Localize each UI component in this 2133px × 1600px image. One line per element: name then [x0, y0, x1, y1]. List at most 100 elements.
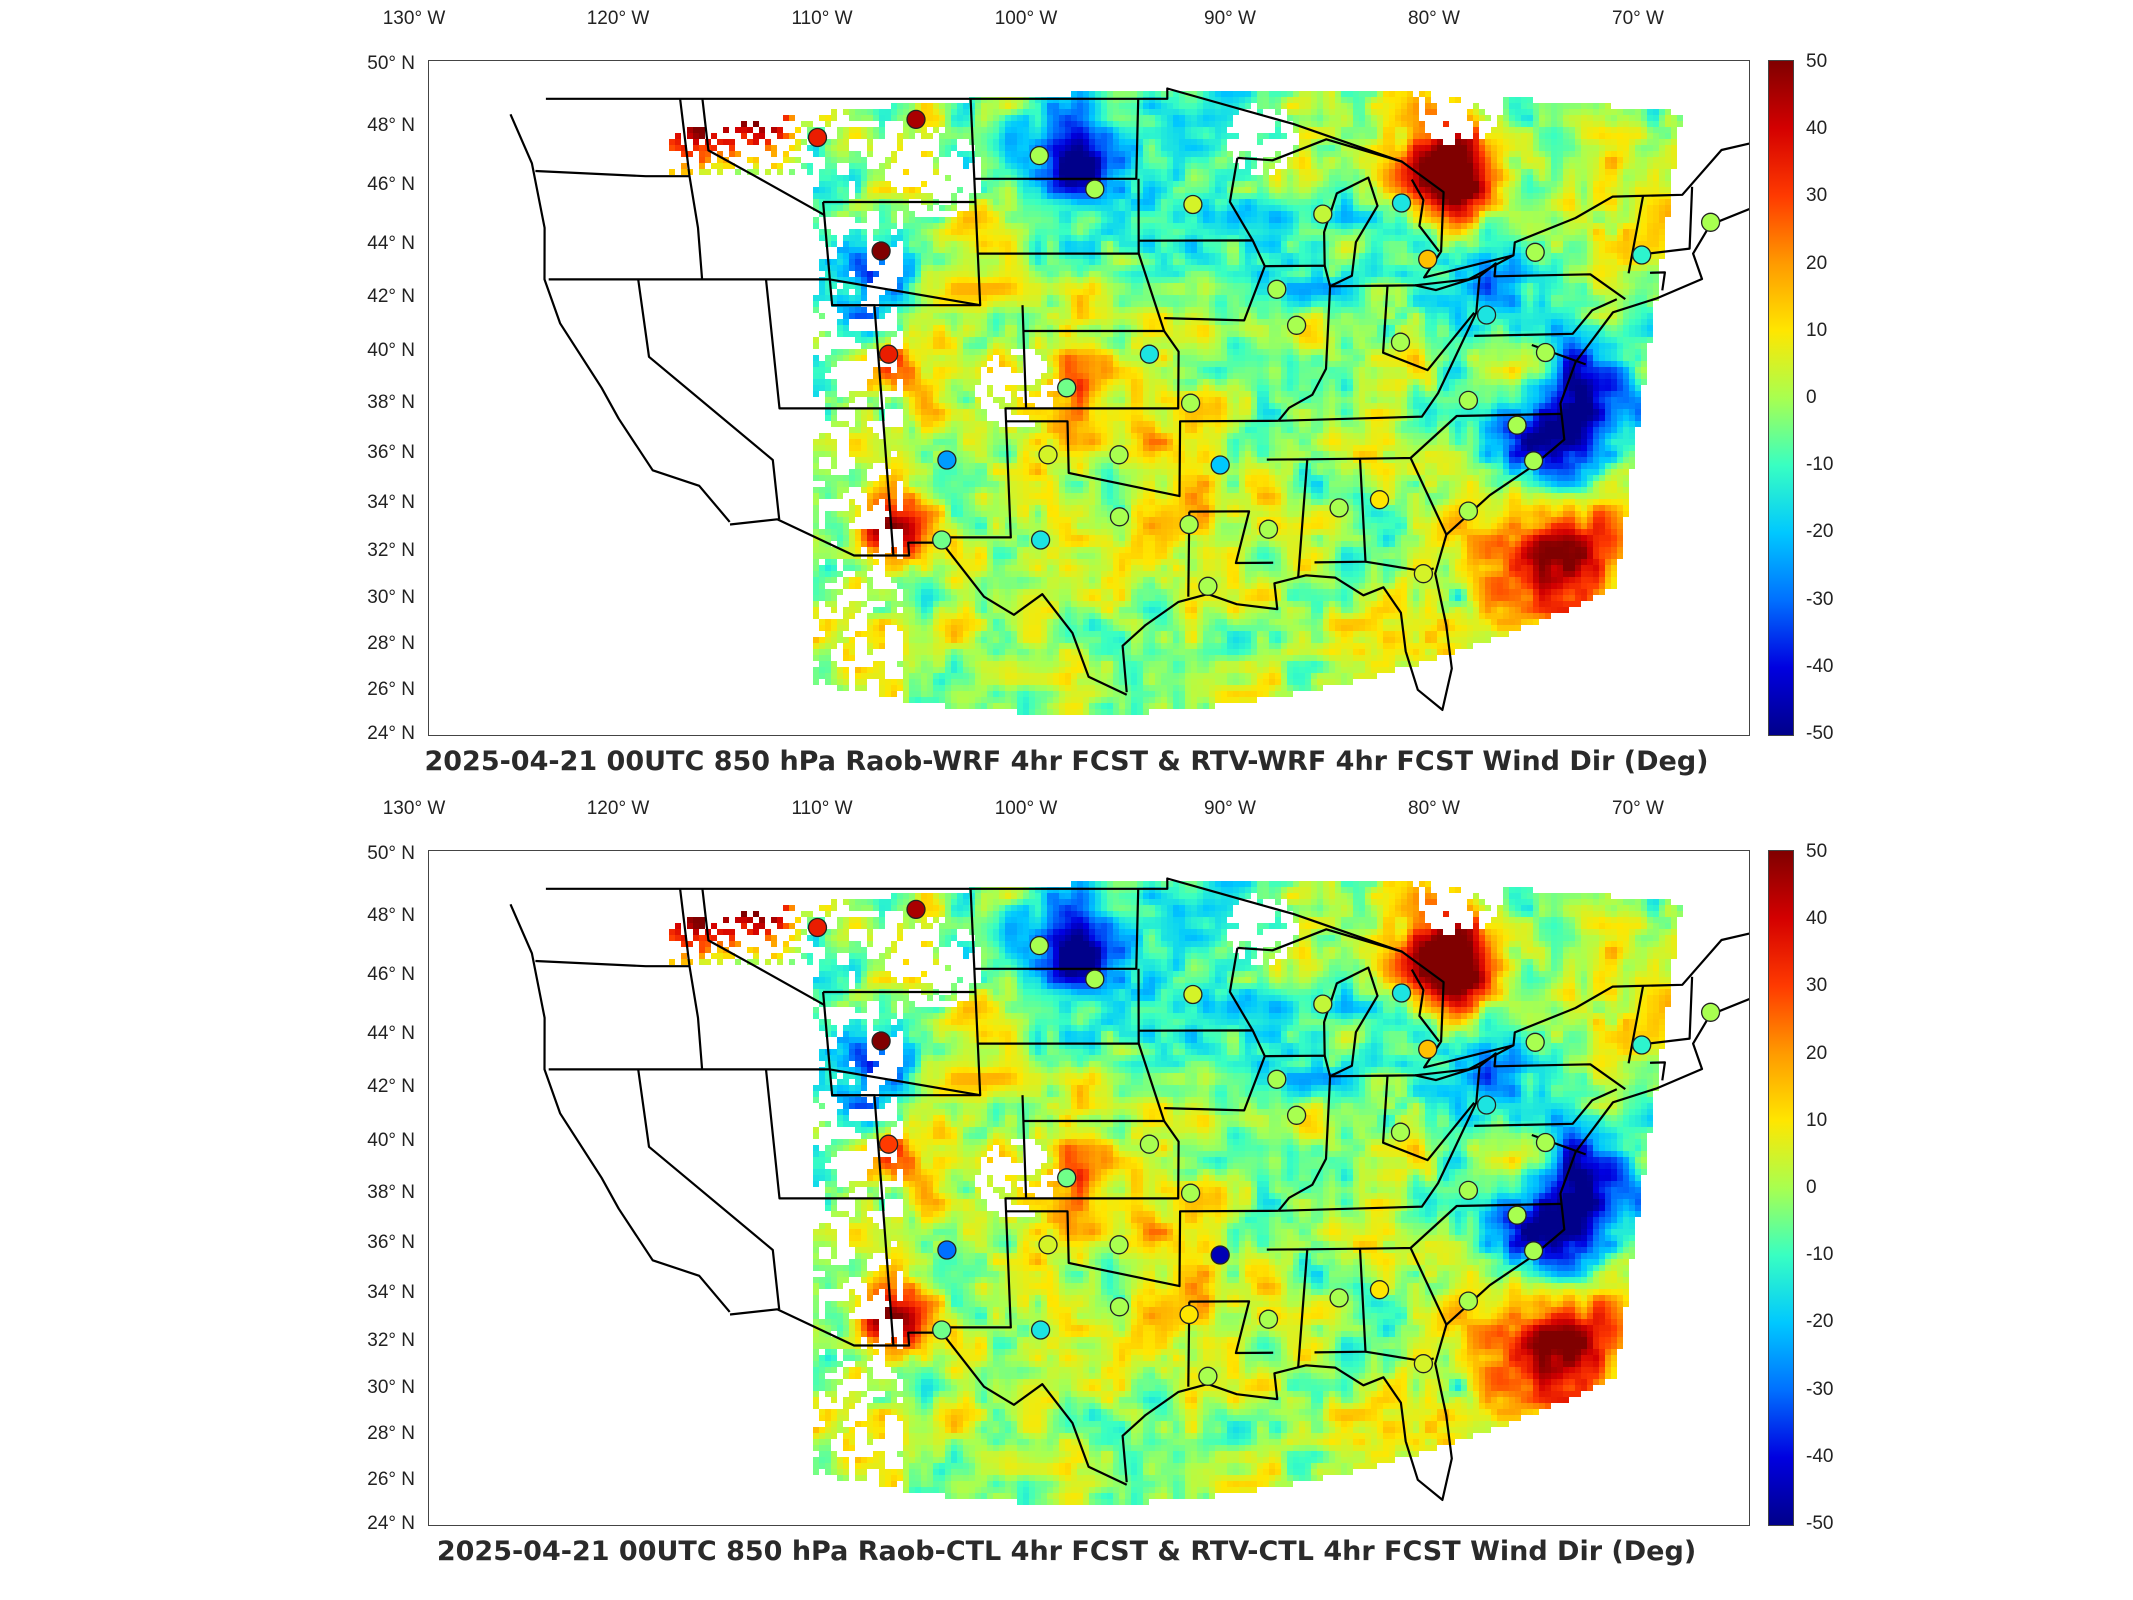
lat-label: 30° N	[335, 587, 415, 609]
station-marker	[1369, 490, 1390, 510]
boundary-line	[1322, 966, 1379, 1078]
boundary-line	[1410, 179, 1440, 253]
station-marker	[1183, 984, 1203, 1005]
boundary-line	[1387, 275, 1480, 292]
colorbar-tick: 10	[1806, 1110, 1827, 1132]
station-marker	[1525, 1032, 1545, 1052]
colorbar	[1768, 60, 1794, 736]
station-marker	[1180, 1183, 1201, 1203]
lon-label: 120° W	[587, 798, 650, 820]
boundary-line	[832, 304, 884, 409]
colorbar-tick: -30	[1806, 1379, 1833, 1401]
station-marker	[1458, 390, 1479, 411]
raob-stations	[807, 899, 1721, 1386]
lat-label: 40° N	[335, 340, 415, 362]
station-marker	[1476, 1095, 1497, 1115]
station-marker	[1523, 1241, 1544, 1261]
lon-label: 80° W	[1408, 8, 1460, 30]
colorbar-tick: -10	[1806, 454, 1833, 476]
colorbar	[1768, 850, 1794, 1526]
station-marker	[937, 450, 957, 470]
station-marker	[1179, 1304, 1199, 1325]
station-marker	[871, 241, 891, 261]
boundary-line	[969, 98, 977, 203]
lat-label: 24° N	[335, 1513, 415, 1535]
colorbar-tick: 30	[1806, 975, 1827, 997]
boundary-line	[701, 888, 825, 1006]
boundary-line	[535, 98, 691, 178]
station-marker	[1413, 564, 1434, 584]
boundary-line	[1649, 1061, 1667, 1081]
state-boundaries	[509, 877, 1749, 1502]
station-marker	[1535, 342, 1556, 363]
boundary-line	[637, 279, 781, 520]
boundary-line	[1264, 264, 1332, 422]
colorbar-tick: -40	[1806, 1446, 1833, 1468]
map-svg	[509, 87, 1749, 715]
boundary-line	[822, 200, 982, 307]
station-marker	[1198, 576, 1218, 596]
lat-label: 44° N	[335, 1023, 415, 1045]
boundary-line	[1414, 254, 1515, 287]
station-marker	[1313, 204, 1333, 224]
lon-label: 90° W	[1204, 8, 1256, 30]
station-marker	[878, 344, 899, 364]
station-marker	[1030, 1320, 1051, 1340]
boundary-line	[1189, 1300, 1274, 1355]
station-marker	[1030, 530, 1051, 550]
station-marker	[1258, 519, 1279, 539]
station-marker	[1329, 498, 1349, 518]
boundary-line	[1228, 157, 1254, 241]
colorbar-tick: 20	[1806, 253, 1827, 275]
station-marker	[1139, 344, 1160, 364]
boundary-line	[977, 968, 1140, 1045]
colorbar-tick: -10	[1806, 1244, 1833, 1266]
station-marker	[1198, 1366, 1218, 1386]
station-marker	[1632, 1035, 1652, 1055]
station-marker	[1507, 1205, 1527, 1225]
boundary-line	[637, 1069, 781, 1310]
station-marker	[871, 1031, 891, 1051]
lat-label: 28° N	[335, 1423, 415, 1445]
map-panel-top: 130° W 120° W 110° W 100° W 90° W 80° W …	[0, 0, 2133, 790]
station-marker	[1109, 507, 1130, 527]
boundary-line	[1414, 1044, 1515, 1077]
lon-label: 90° W	[1204, 798, 1256, 820]
station-marker	[906, 109, 926, 130]
lon-label: 70° W	[1612, 8, 1664, 30]
map-area	[428, 850, 1750, 1526]
boundary-line	[1121, 998, 1749, 1502]
wind-dir-field	[669, 881, 1683, 1505]
station-marker	[878, 1134, 899, 1154]
lat-label: 50° N	[335, 53, 415, 75]
boundary-line	[1278, 1066, 1481, 1212]
lat-label: 26° N	[335, 1469, 415, 1491]
station-marker	[1286, 315, 1307, 335]
station-marker	[1418, 1039, 1438, 1059]
lat-label: 26° N	[335, 679, 415, 701]
station-marker	[906, 899, 926, 920]
boundary-line	[1006, 1209, 1279, 1288]
station-marker	[1700, 212, 1721, 232]
lat-label: 48° N	[335, 115, 415, 137]
station-marker	[1523, 451, 1544, 471]
station-marker	[1057, 378, 1077, 398]
lon-label: 110° W	[791, 798, 852, 820]
station-marker	[1085, 179, 1105, 199]
lat-label: 32° N	[335, 1330, 415, 1352]
lon-label: 100° W	[995, 798, 1058, 820]
raob-stations	[807, 109, 1721, 596]
station-marker	[1109, 445, 1129, 465]
lat-label: 36° N	[335, 1232, 415, 1254]
panel-title: 2025-04-21 00UTC 850 hPa Raob-CTL 4hr FC…	[0, 1536, 2133, 1567]
boundary-line	[701, 98, 825, 216]
boundary-line	[1322, 176, 1379, 288]
state-boundaries	[509, 87, 1749, 712]
boundary-line	[729, 518, 1128, 696]
lat-label: 42° N	[335, 1076, 415, 1098]
lat-label: 48° N	[335, 905, 415, 927]
station-marker	[807, 917, 828, 938]
station-marker	[1390, 1122, 1411, 1142]
longitude-labels: 130° W 120° W 110° W 100° W 90° W 80° W …	[0, 8, 2133, 38]
boundary-line	[1409, 1247, 1448, 1326]
